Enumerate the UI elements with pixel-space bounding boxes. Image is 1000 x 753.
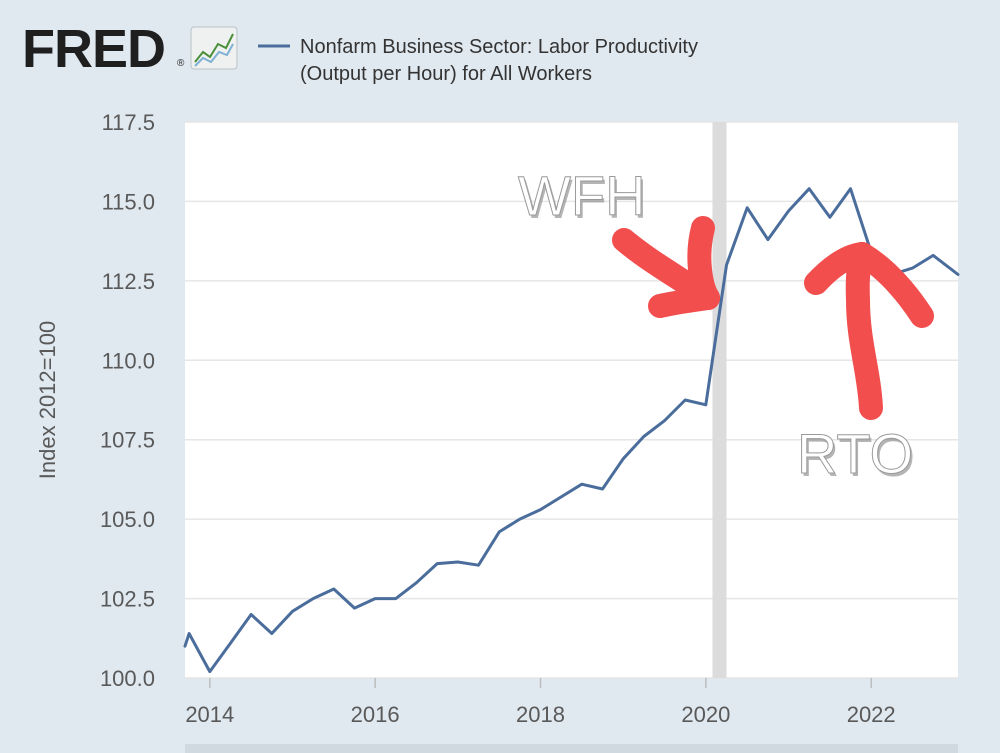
series-line-labor-productivity <box>183 187 960 674</box>
fred-logo: FRED ® <box>22 19 238 79</box>
annotation-wfh: WFH WFH <box>518 164 648 231</box>
y-tick-label: 105.0 <box>100 507 155 532</box>
annotation-rto-shadow: RTO <box>799 425 915 488</box>
x-tick-label: 2014 <box>185 702 234 727</box>
y-axis-label: Index 2012=100 <box>35 321 60 479</box>
x-tick-label: 2020 <box>681 702 730 727</box>
x-tick-label: 2016 <box>351 702 400 727</box>
y-tick-label: 100.0 <box>100 666 155 691</box>
x-tick-label: 2018 <box>516 702 565 727</box>
y-tick-label: 107.5 <box>100 428 155 453</box>
fred-wordmark: FRED <box>22 19 165 79</box>
x-axis-ticks: 2014 2016 2018 2020 2022 <box>185 678 896 727</box>
x-tick-label: 2022 <box>847 702 896 727</box>
y-tick-label: 110.0 <box>102 348 155 373</box>
y-tick-label: 117.5 <box>102 110 155 135</box>
y-tick-label: 112.5 <box>102 269 155 294</box>
annotation-wfh-shadow: WFH <box>520 167 648 230</box>
series-layer <box>183 187 960 674</box>
recession-shade-band <box>712 122 727 678</box>
registered-mark: ® <box>177 58 185 69</box>
legend-label-line-1: Nonfarm Business Sector: Labor Productiv… <box>300 36 698 58</box>
annotation-rto-text: RTO <box>797 422 913 485</box>
wfh-arrow <box>612 216 720 318</box>
legend-label-line-2: (Output per Hour) for All Workers <box>300 63 592 85</box>
rto-arrow <box>804 242 934 420</box>
annotation-rto: RTO RTO <box>797 422 916 489</box>
annotation-wfh-text: WFH <box>518 164 646 227</box>
range-slider-track[interactable] <box>185 744 958 753</box>
y-tick-label: 115.0 <box>102 189 155 214</box>
legend: Nonfarm Business Sector: Labor Productiv… <box>258 36 698 85</box>
fred-chart-icon <box>190 26 238 70</box>
recession-shading <box>712 122 727 678</box>
y-tick-label: 102.5 <box>100 587 155 612</box>
y-axis-ticks: 100.0 102.5 105.0 107.5 110.0 112.5 115.0 117.5 <box>100 110 155 691</box>
